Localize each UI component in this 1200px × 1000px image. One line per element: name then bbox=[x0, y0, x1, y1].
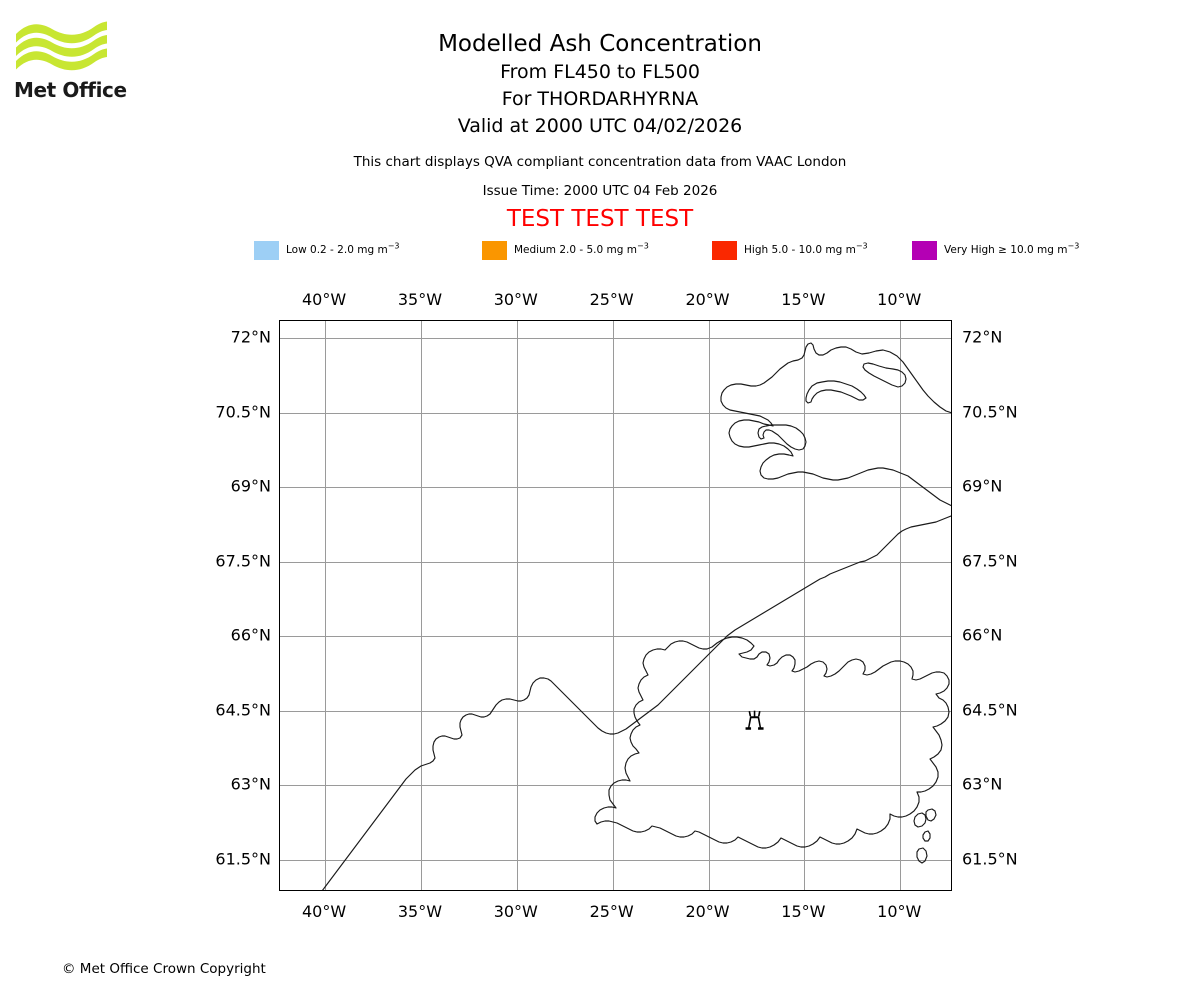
lon-tick-top-0: 40°W bbox=[301, 290, 347, 309]
flight-level-range: From FL450 to FL500 bbox=[500, 61, 700, 83]
legend-label-very-high: Very High ≥ 10.0 mg m−3 bbox=[944, 241, 1080, 256]
legend-label-medium: Medium 2.0 - 5.0 mg m−3 bbox=[514, 241, 649, 256]
coastline-faroe-1 bbox=[913, 812, 927, 828]
title-block: Modelled Ash Concentration From FL450 to… bbox=[0, 0, 1200, 233]
legend-label-low: Low 0.2 - 2.0 mg m−3 bbox=[286, 241, 400, 256]
copyright-notice: © Met Office Crown Copyright bbox=[62, 961, 266, 977]
lon-tick-top-2: 30°W bbox=[493, 290, 538, 309]
concentration-legend: Low 0.2 - 2.0 mg m−3 Medium 2.0 - 5.0 mg… bbox=[254, 241, 1079, 261]
lat-tick-right-3: 66°N bbox=[962, 625, 1003, 645]
volcano-name: For THORDARHYRNA bbox=[501, 88, 699, 110]
legend-swatch-very-high bbox=[912, 241, 937, 260]
lat-tick-right-6: 70.5°N bbox=[962, 402, 1018, 422]
map-plot-frame bbox=[279, 320, 952, 891]
legend-swatch-low bbox=[254, 241, 279, 260]
coastline-greenland-fjord-a bbox=[805, 380, 867, 404]
met-office-logo: Met Office bbox=[10, 20, 220, 125]
lon-tick-bottom-6: 10°W bbox=[877, 902, 922, 921]
lon-tick-bottom-5: 15°W bbox=[781, 902, 826, 921]
map-markers bbox=[745, 710, 764, 730]
coastline-iceland bbox=[594, 636, 950, 849]
coastline-faroe-4 bbox=[916, 847, 928, 864]
coastline-greenland bbox=[322, 342, 951, 890]
issue-time: Issue Time: 2000 UTC 04 Feb 2026 bbox=[482, 183, 718, 199]
lat-tick-right-2: 64.5°N bbox=[962, 700, 1018, 720]
coastline-jan-mayen bbox=[862, 362, 907, 388]
lat-tick-right-4: 67.5°N bbox=[962, 551, 1018, 571]
legend-swatch-medium bbox=[482, 241, 507, 260]
valid-time: Valid at 2000 UTC 04/02/2026 bbox=[457, 115, 743, 137]
legend-swatch-high bbox=[712, 241, 737, 260]
lat-tick-right-0: 61.5°N bbox=[962, 849, 1018, 869]
map-gridlines bbox=[280, 321, 951, 890]
lat-tick-left-1: 63°N bbox=[230, 774, 271, 794]
lon-tick-top-4: 20°W bbox=[685, 290, 730, 309]
coastline-greenland-fjord-b bbox=[757, 424, 807, 451]
lat-tick-left-2: 64.5°N bbox=[215, 700, 271, 720]
lon-tick-top-1: 35°W bbox=[397, 290, 443, 309]
lat-tick-right-1: 63°N bbox=[962, 774, 1003, 794]
lat-tick-left-6: 70.5°N bbox=[215, 402, 271, 422]
lon-tick-bottom-4: 20°W bbox=[685, 902, 730, 921]
lon-tick-top-5: 15°W bbox=[781, 290, 826, 309]
legend-label-high: High 5.0 - 10.0 mg m−3 bbox=[744, 241, 868, 256]
coastline-faroe-2 bbox=[925, 808, 937, 822]
map-coastlines bbox=[322, 342, 951, 890]
test-banner: TEST TEST TEST bbox=[506, 206, 694, 232]
met-office-wordmark: Met Office bbox=[14, 78, 127, 102]
lon-tick-bottom-3: 25°W bbox=[589, 902, 634, 921]
lon-tick-bottom-1: 35°W bbox=[397, 902, 443, 921]
met-office-waves-icon bbox=[16, 21, 107, 71]
map-canvas bbox=[280, 321, 951, 890]
page-title: Modelled Ash Concentration bbox=[438, 31, 762, 57]
lon-tick-bottom-0: 40°W bbox=[301, 902, 347, 921]
lon-tick-bottom-2: 30°W bbox=[493, 902, 538, 921]
lat-tick-left-5: 69°N bbox=[230, 476, 271, 496]
ash-concentration-map[interactable] bbox=[279, 320, 952, 891]
lat-tick-right-5: 69°N bbox=[962, 476, 1003, 496]
lat-tick-left-0: 61.5°N bbox=[215, 849, 271, 869]
lat-tick-right-7: 72°N bbox=[962, 327, 1003, 347]
chart-note: This chart displays QVA compliant concen… bbox=[353, 154, 847, 170]
coastline-faroe-3 bbox=[922, 830, 931, 842]
volcano-marker bbox=[745, 710, 764, 730]
lat-tick-left-3: 66°N bbox=[230, 625, 271, 645]
lon-tick-top-3: 25°W bbox=[589, 290, 634, 309]
lat-tick-left-4: 67.5°N bbox=[215, 551, 271, 571]
lon-tick-top-6: 10°W bbox=[877, 290, 922, 309]
lat-tick-left-7: 72°N bbox=[230, 327, 271, 347]
